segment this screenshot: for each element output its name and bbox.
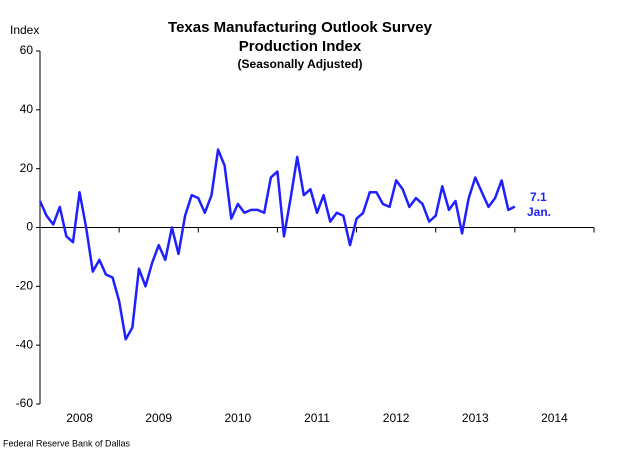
y-tick-label: 40: [20, 102, 34, 116]
y-tick-label: 60: [20, 43, 34, 57]
x-tick-label: 2011: [304, 411, 330, 425]
y-tick-label: -40: [16, 337, 34, 351]
chart-subtitle: Production Index: [239, 38, 362, 55]
x-tick-label: 2012: [383, 411, 410, 425]
x-tick-label: 2008: [66, 411, 93, 425]
y-axis-label: Index: [10, 23, 39, 37]
x-tick-label: 2013: [462, 411, 489, 425]
y-tick-label: 0: [26, 220, 33, 234]
y-tick-label: 20: [20, 161, 34, 175]
chart-note: (Seasonally Adjusted): [238, 57, 363, 71]
annotation: Jan.: [527, 205, 551, 219]
annotation: 7.1: [530, 190, 547, 204]
x-tick-label: 2010: [225, 411, 252, 425]
y-tick-label: -60: [16, 396, 34, 410]
y-tick-label: -20: [16, 279, 34, 293]
x-tick-label: 2014: [541, 411, 568, 425]
source: Federal Reserve Bank of Dallas: [3, 438, 131, 448]
x-tick-label: 2009: [145, 411, 172, 425]
data-line: [38, 148, 516, 341]
chart-title: Texas Manufacturing Outlook Survey: [168, 19, 433, 36]
